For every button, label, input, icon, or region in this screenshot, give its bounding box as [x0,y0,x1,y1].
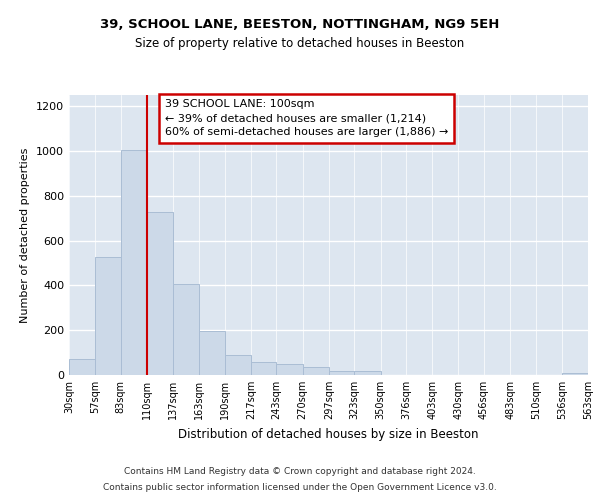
Bar [173,284,199,375]
Bar [121,150,147,375]
Text: Contains public sector information licensed under the Open Government Licence v3: Contains public sector information licen… [103,484,497,492]
Bar [95,257,121,375]
Bar [147,212,173,375]
Bar [251,362,277,375]
Text: 39 SCHOOL LANE: 100sqm
← 39% of detached houses are smaller (1,214)
60% of semi-: 39 SCHOOL LANE: 100sqm ← 39% of detached… [165,99,448,137]
Text: Contains HM Land Registry data © Crown copyright and database right 2024.: Contains HM Land Registry data © Crown c… [124,467,476,476]
Bar [355,370,380,375]
Bar [225,354,251,375]
Bar [329,371,355,375]
Bar [199,331,225,375]
Bar [562,373,588,375]
Bar [69,360,95,375]
Bar [277,364,302,375]
Bar [302,368,329,375]
Text: Size of property relative to detached houses in Beeston: Size of property relative to detached ho… [136,38,464,51]
Y-axis label: Number of detached properties: Number of detached properties [20,148,31,322]
X-axis label: Distribution of detached houses by size in Beeston: Distribution of detached houses by size … [178,428,479,440]
Text: 39, SCHOOL LANE, BEESTON, NOTTINGHAM, NG9 5EH: 39, SCHOOL LANE, BEESTON, NOTTINGHAM, NG… [100,18,500,30]
